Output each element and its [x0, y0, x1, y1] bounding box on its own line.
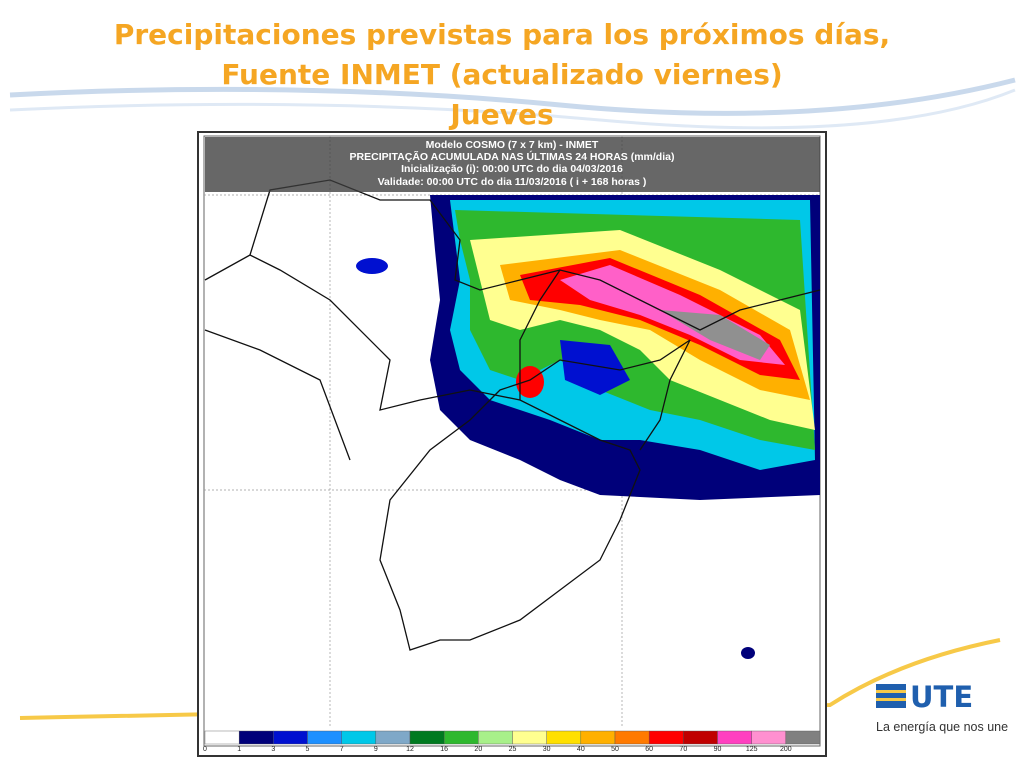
legend-label: 12	[406, 746, 414, 753]
legend-label: 1	[237, 746, 241, 753]
legend-label: 0	[203, 746, 207, 753]
border	[519, 269, 561, 400]
legend-swatch	[546, 730, 582, 745]
title-line: Jueves	[448, 98, 553, 131]
legend-swatch	[273, 730, 308, 745]
precip-area	[516, 366, 544, 398]
legend-label: 30	[543, 746, 551, 753]
map-header-line: PRECIPITAÇÃO ACUMULADA NAS ÚLTIMAS 24 HO…	[350, 150, 675, 163]
swoosh	[9, 77, 1016, 116]
precip-area	[356, 258, 388, 274]
legend-swatch	[751, 730, 787, 745]
logo-mark	[876, 684, 906, 708]
legend-label: 5	[306, 746, 310, 753]
map-header-line: Validade: 00:00 UTC do dia 11/03/2016 ( …	[378, 176, 647, 188]
logo: UTE La energía que nos une	[876, 680, 1008, 734]
legend-label: 25	[509, 746, 517, 753]
legend-label: 200	[780, 746, 792, 753]
logo-tagline: La energía que nos une	[876, 720, 1008, 734]
legend-label: 50	[611, 746, 619, 753]
legend-label: 125	[746, 746, 758, 753]
title-line: Precipitaciones previstas para los próxi…	[114, 18, 890, 51]
legend-label: 60	[645, 746, 653, 753]
legend-label: 40	[577, 746, 585, 753]
map-header-line: Modelo COSMO (7 x 7 km) - INMET	[426, 139, 599, 151]
logo-name: UTE	[910, 680, 973, 714]
precip-area	[660, 310, 770, 360]
legend-swatch	[443, 730, 479, 745]
legend-swatch	[307, 730, 342, 745]
legend-swatch	[512, 730, 547, 745]
map: Modelo COSMO (7 x 7 km) - INMET PRECIPIT…	[197, 131, 827, 757]
map-header-line: Inicialização (i): 00:00 UTC do dia 04/0…	[401, 163, 623, 175]
swoosh	[9, 88, 1016, 130]
border	[639, 339, 691, 451]
legend-swatch	[204, 730, 240, 745]
legend-swatch	[341, 730, 377, 745]
legend-swatch	[717, 730, 752, 745]
title-line: Fuente INMET (actualizado viernes)	[221, 58, 782, 91]
legend-swatch	[409, 730, 445, 745]
legend-swatch	[785, 730, 821, 745]
legend-swatch	[375, 730, 411, 745]
legend-label: 7	[340, 746, 344, 753]
border	[204, 329, 351, 461]
legend-label: 20	[474, 746, 482, 753]
legend-label: 3	[271, 746, 275, 753]
precip-area	[560, 340, 630, 395]
border	[469, 339, 691, 421]
legend-label: 16	[440, 746, 448, 753]
legend-swatch	[683, 730, 718, 745]
legend-label: 90	[714, 746, 722, 753]
legend: 0 1 3 5 7 9 12 16 20 25 30 40 50 60 70 90 125 200	[203, 730, 821, 753]
map-header-band	[205, 137, 820, 192]
legend-swatch	[478, 730, 513, 745]
logo-mark	[876, 698, 906, 701]
legend-swatch	[614, 730, 650, 745]
precip-area	[741, 647, 755, 659]
legend-swatch	[648, 730, 684, 745]
legend-swatch	[580, 730, 616, 745]
legend-label: 70	[679, 746, 687, 753]
logo-mark	[876, 690, 906, 693]
legend-label: 9	[374, 746, 378, 753]
border	[204, 254, 641, 651]
legend-swatch	[238, 730, 274, 745]
